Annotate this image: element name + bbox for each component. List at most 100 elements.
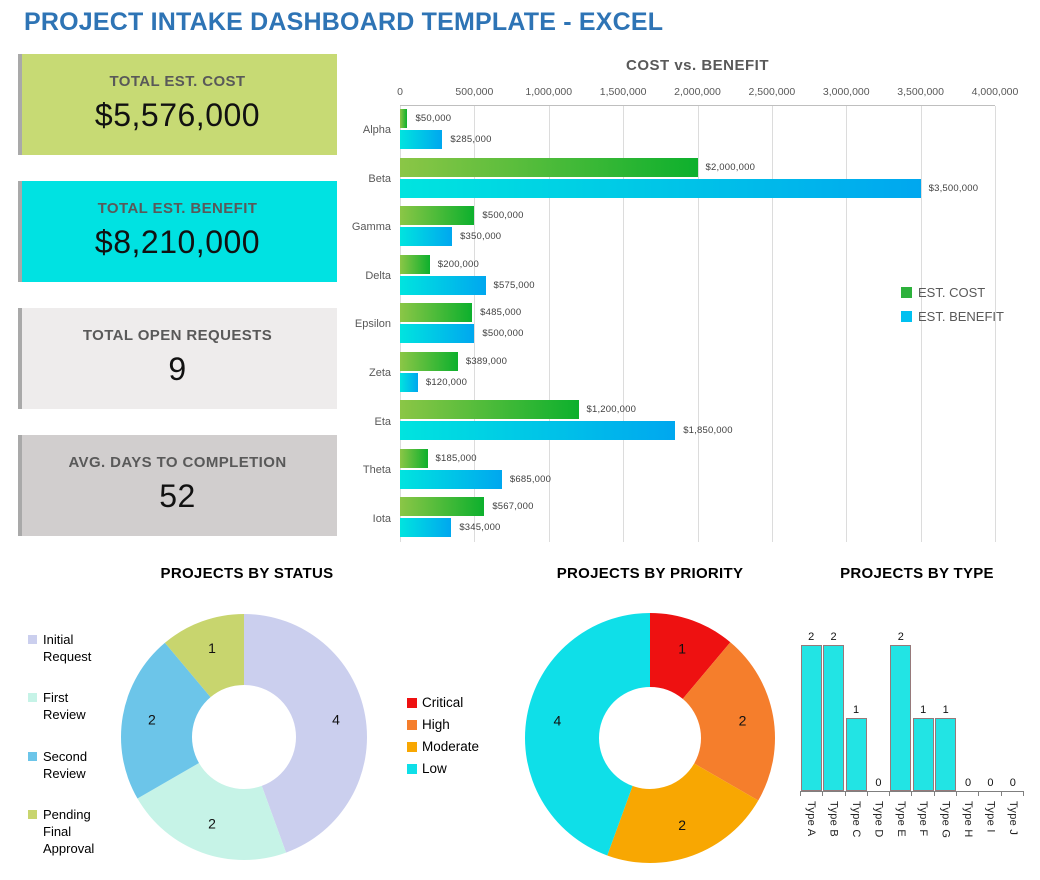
type-bars-area: 2 2 1 0 2 1 1 0 0 0 — [800, 629, 1024, 792]
gridline — [846, 106, 848, 542]
donut-slice-first-review[interactable] — [137, 763, 287, 860]
donut-slice-second-review[interactable] — [121, 642, 211, 799]
legend-swatch-icon — [407, 763, 417, 774]
kpi-accent-strip — [18, 308, 22, 409]
projects-by-status-donut[interactable]: 4 2 2 1 — [121, 614, 367, 860]
benefit-bar-theta[interactable]: $685,000 — [400, 469, 551, 489]
cost-bar-alpha[interactable]: $50,000 — [400, 109, 451, 128]
type-bar[interactable] — [890, 645, 912, 791]
x-tick-label: 3,000,000 — [822, 86, 870, 98]
type-label-cell: Type G — [934, 796, 956, 838]
legend-item-critical[interactable]: Critical — [407, 695, 479, 710]
gridline — [771, 106, 773, 542]
type-label-cell: Type D — [867, 796, 889, 838]
category-label: Epsilon — [354, 318, 391, 331]
kpi-value: 9 — [168, 351, 187, 387]
type-category-label: Type B — [827, 801, 840, 838]
axis-tick — [979, 792, 1002, 796]
benefit-bar-beta[interactable]: $3,500,000 — [400, 178, 978, 198]
donut-slice-initial-request[interactable] — [244, 614, 367, 853]
bar-data-label: $685,000 — [509, 473, 552, 485]
type-bar[interactable] — [800, 645, 822, 791]
slice-data-label: 1 — [208, 640, 216, 656]
type-label-cell: Type J — [1002, 796, 1024, 838]
kpi-card-1[interactable]: TOTAL EST. COST $5,576,000 — [18, 54, 337, 155]
x-tick-label: 2,000,000 — [674, 86, 721, 98]
gridline — [548, 106, 550, 542]
donut-slice-pending-final-approval[interactable] — [164, 614, 244, 698]
donut-slice-critical[interactable] — [650, 613, 731, 699]
type-bar[interactable] — [935, 718, 957, 791]
type-bar[interactable] — [823, 645, 845, 791]
cost-benefit-legend: EST. COST EST. BENEFIT — [901, 285, 1004, 324]
benefit-bar-epsilon[interactable]: $500,000 — [400, 324, 523, 344]
legend-swatch-icon — [28, 751, 37, 761]
cost-bar-epsilon[interactable]: $485,000 — [400, 303, 521, 323]
kpi-value: $5,576,000 — [94, 97, 261, 133]
donut-slice-high[interactable] — [682, 642, 775, 801]
type-bar[interactable] — [845, 718, 867, 791]
legend-item-moderate[interactable]: Moderate — [407, 739, 479, 754]
legend-item-est-benefit[interactable]: EST. BENEFIT — [901, 309, 1004, 324]
cost-bar-eta[interactable]: $1,200,000 — [400, 400, 636, 420]
type-label-cell: Type C — [845, 796, 867, 838]
bar-data-label: $1,850,000 — [683, 425, 733, 437]
bar-data-label: $2,000,000 — [705, 161, 756, 173]
legend-item-initial-request[interactable]: Initial Request — [28, 631, 107, 665]
benefit-bar-zeta[interactable]: $120,000 — [400, 372, 467, 392]
type-category-label: Type H — [962, 801, 975, 838]
benefit-bar-alpha[interactable]: $285,000 — [400, 130, 491, 149]
legend-item-first-review[interactable]: First Review — [28, 689, 107, 723]
cost-bar-iota[interactable]: $567,000 — [400, 497, 533, 517]
cost-bar-theta[interactable]: $185,000 — [400, 448, 477, 468]
legend-swatch-icon — [28, 693, 37, 703]
cost-bar-beta[interactable]: $2,000,000 — [400, 157, 755, 177]
legend-item-pending-final-approval[interactable]: Pending Final Approval — [28, 806, 107, 857]
axis-tick — [846, 792, 868, 796]
cost-benefit-chart[interactable]: COST vs. BENEFIT 0 500,000 1,000,000 1,500,… — [352, 55, 1040, 547]
benefit-bar-gamma[interactable]: $350,000 — [400, 227, 501, 247]
legend-label: High — [422, 717, 450, 732]
type-category-label: Type C — [850, 801, 863, 838]
kpi-card-4[interactable]: AVG. DAYS TO COMPLETION 52 — [18, 435, 337, 536]
benefit-bar-delta[interactable]: $575,000 — [400, 275, 535, 295]
projects-by-priority-legend: Critical High Moderate Low — [407, 695, 479, 776]
kpi-card-2[interactable]: TOTAL EST. BENEFIT $8,210,000 — [18, 181, 337, 282]
cost-bar-zeta[interactable]: $389,000 — [400, 351, 507, 371]
legend-swatch-icon — [28, 809, 37, 819]
kpi-accent-strip — [18, 181, 22, 282]
kpi-card-3[interactable]: TOTAL OPEN REQUESTS 9 — [18, 308, 337, 409]
projects-by-status-title: PROJECTS BY STATUS — [160, 565, 334, 582]
bar-data-label: $200,000 — [437, 258, 479, 270]
donut-slice-low[interactable] — [525, 613, 650, 856]
category-row-beta: Beta $2,000,000 $3,500,000 — [368, 155, 995, 204]
benefit-bar-eta[interactable]: $1,850,000 — [400, 421, 733, 441]
bar-data-label: $345,000 — [459, 522, 501, 534]
type-axis-ticks — [800, 792, 1024, 796]
projects-by-priority-donut[interactable]: 1 2 2 4 — [525, 613, 775, 863]
x-tick-label: 2,500,000 — [748, 86, 796, 98]
bar-data-label: $350,000 — [460, 231, 502, 243]
cost-bar-gamma[interactable]: $500,000 — [400, 206, 523, 226]
cost-bar-delta[interactable]: $200,000 — [400, 254, 479, 274]
x-tick-label: 1,000,000 — [525, 86, 573, 98]
bar-data-label: $120,000 — [425, 376, 468, 388]
benefit-bar-iota[interactable]: $345,000 — [400, 518, 500, 538]
legend-item-second-review[interactable]: Second Review — [28, 748, 107, 782]
legend-item-est-cost[interactable]: EST. COST — [901, 285, 1004, 300]
legend-item-high[interactable]: High — [407, 717, 479, 732]
type-bar[interactable] — [912, 718, 934, 791]
legend-label: Critical — [422, 695, 464, 710]
legend-swatch-icon — [407, 719, 417, 730]
legend-item-low[interactable]: Low — [407, 761, 479, 776]
type-column-type-i: 0 — [979, 777, 1001, 791]
slice-data-label: 2 — [148, 711, 156, 727]
projects-by-priority-title: PROJECTS BY PRIORITY — [556, 565, 744, 582]
category-row-gamma: Gamma $500,000 $350,000 — [352, 203, 995, 252]
donut-slice-moderate[interactable] — [607, 763, 759, 864]
bar-data-label: $3,500,000 — [928, 182, 979, 194]
type-value-label: 0 — [964, 777, 972, 789]
kpi-value: $8,210,000 — [94, 224, 261, 260]
legend-label: Initial Request — [43, 632, 92, 665]
